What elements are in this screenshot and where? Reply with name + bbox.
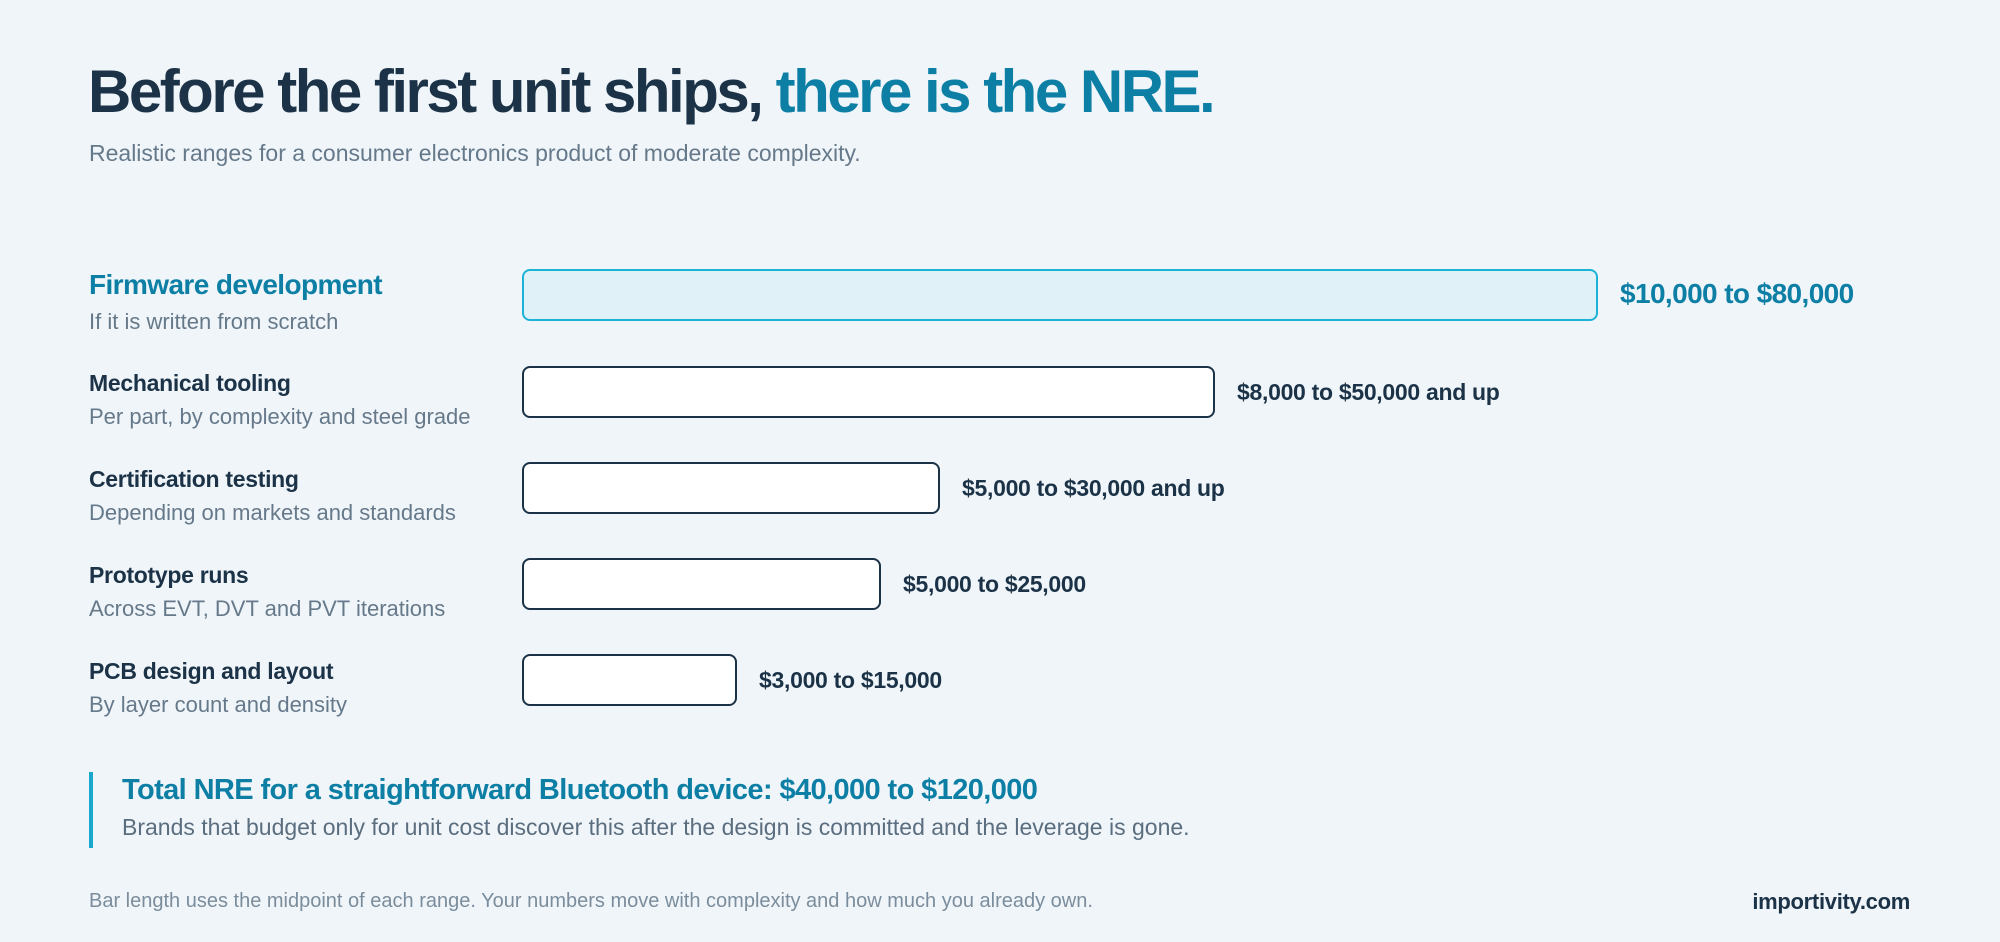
range-label: $8,000 to $50,000 and up — [1237, 379, 1500, 405]
category-label: Certification testing — [89, 466, 299, 492]
bar — [522, 654, 737, 706]
page-title: Before the first unit ships, there is th… — [88, 52, 1216, 132]
title-main: Before the first unit ships, — [88, 58, 764, 125]
bar — [522, 462, 940, 514]
range-label: $3,000 to $15,000 — [759, 667, 942, 693]
callout-title: Total NRE for a straightforward Bluetoot… — [122, 774, 1038, 806]
bar — [522, 558, 881, 610]
category-description: Depending on markets and standards — [89, 500, 456, 525]
category-description: If it is written from scratch — [89, 309, 339, 334]
bar-row: Prototype runs Across EVT, DVT and PVT it… — [0, 558, 2000, 638]
category-description: By layer count and density — [89, 692, 348, 717]
range-label: $10,000 to $80,000 — [1620, 278, 1854, 309]
bar — [522, 366, 1215, 418]
bar-row: Mechanical tooling Per part, by complexit… — [0, 366, 2000, 446]
bar — [522, 269, 1598, 321]
range-label: $5,000 to $25,000 — [903, 571, 1086, 597]
category-description: Across EVT, DVT and PVT iterations — [89, 596, 446, 621]
page-subtitle: Realistic ranges for a consumer electron… — [89, 140, 861, 166]
category-label: Firmware development — [89, 269, 383, 300]
footnote: Bar length uses the midpoint of each ran… — [89, 890, 1093, 912]
callout-text: Brands that budget only for unit cost di… — [122, 814, 1190, 840]
title-accent: there is the NRE. — [775, 58, 1216, 125]
bar-row: PCB design and layout By layer count and … — [0, 654, 2000, 734]
category-description: Per part, by complexity and steel grade — [89, 404, 471, 429]
brand-logo: importivity.com — [1752, 889, 1910, 914]
category-label: Mechanical tooling — [89, 370, 291, 396]
bar-row: Firmware development If it is written fro… — [0, 269, 2000, 349]
category-label: Prototype runs — [89, 562, 249, 588]
category-label: PCB design and layout — [89, 658, 334, 684]
total-callout: Total NRE for a straightforward Bluetoot… — [89, 772, 1393, 848]
range-label: $5,000 to $30,000 and up — [962, 475, 1225, 501]
bar-row: Certification testing Depending on market… — [0, 462, 2000, 542]
